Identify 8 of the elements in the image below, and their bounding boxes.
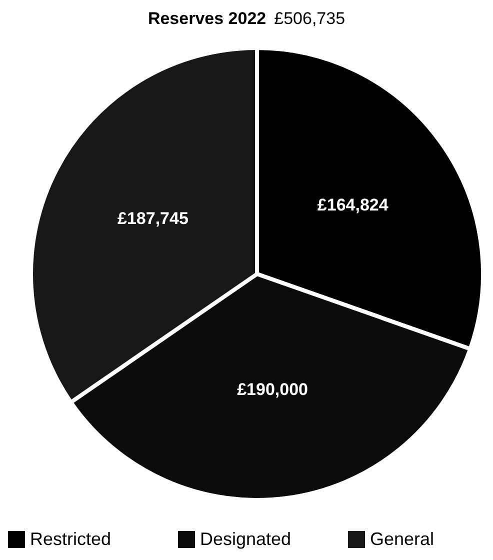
legend-label: Designated xyxy=(200,528,292,549)
data-label: £187,745 xyxy=(118,208,188,228)
legend-label: Restricted xyxy=(30,528,112,549)
data-label: £164,824 xyxy=(317,196,389,215)
data-label: £190,000 xyxy=(237,380,308,399)
chart-title: Reserves 2022 xyxy=(148,9,266,28)
chart-subtitle: £506,735 xyxy=(274,9,346,28)
legend-label: General xyxy=(370,528,434,549)
